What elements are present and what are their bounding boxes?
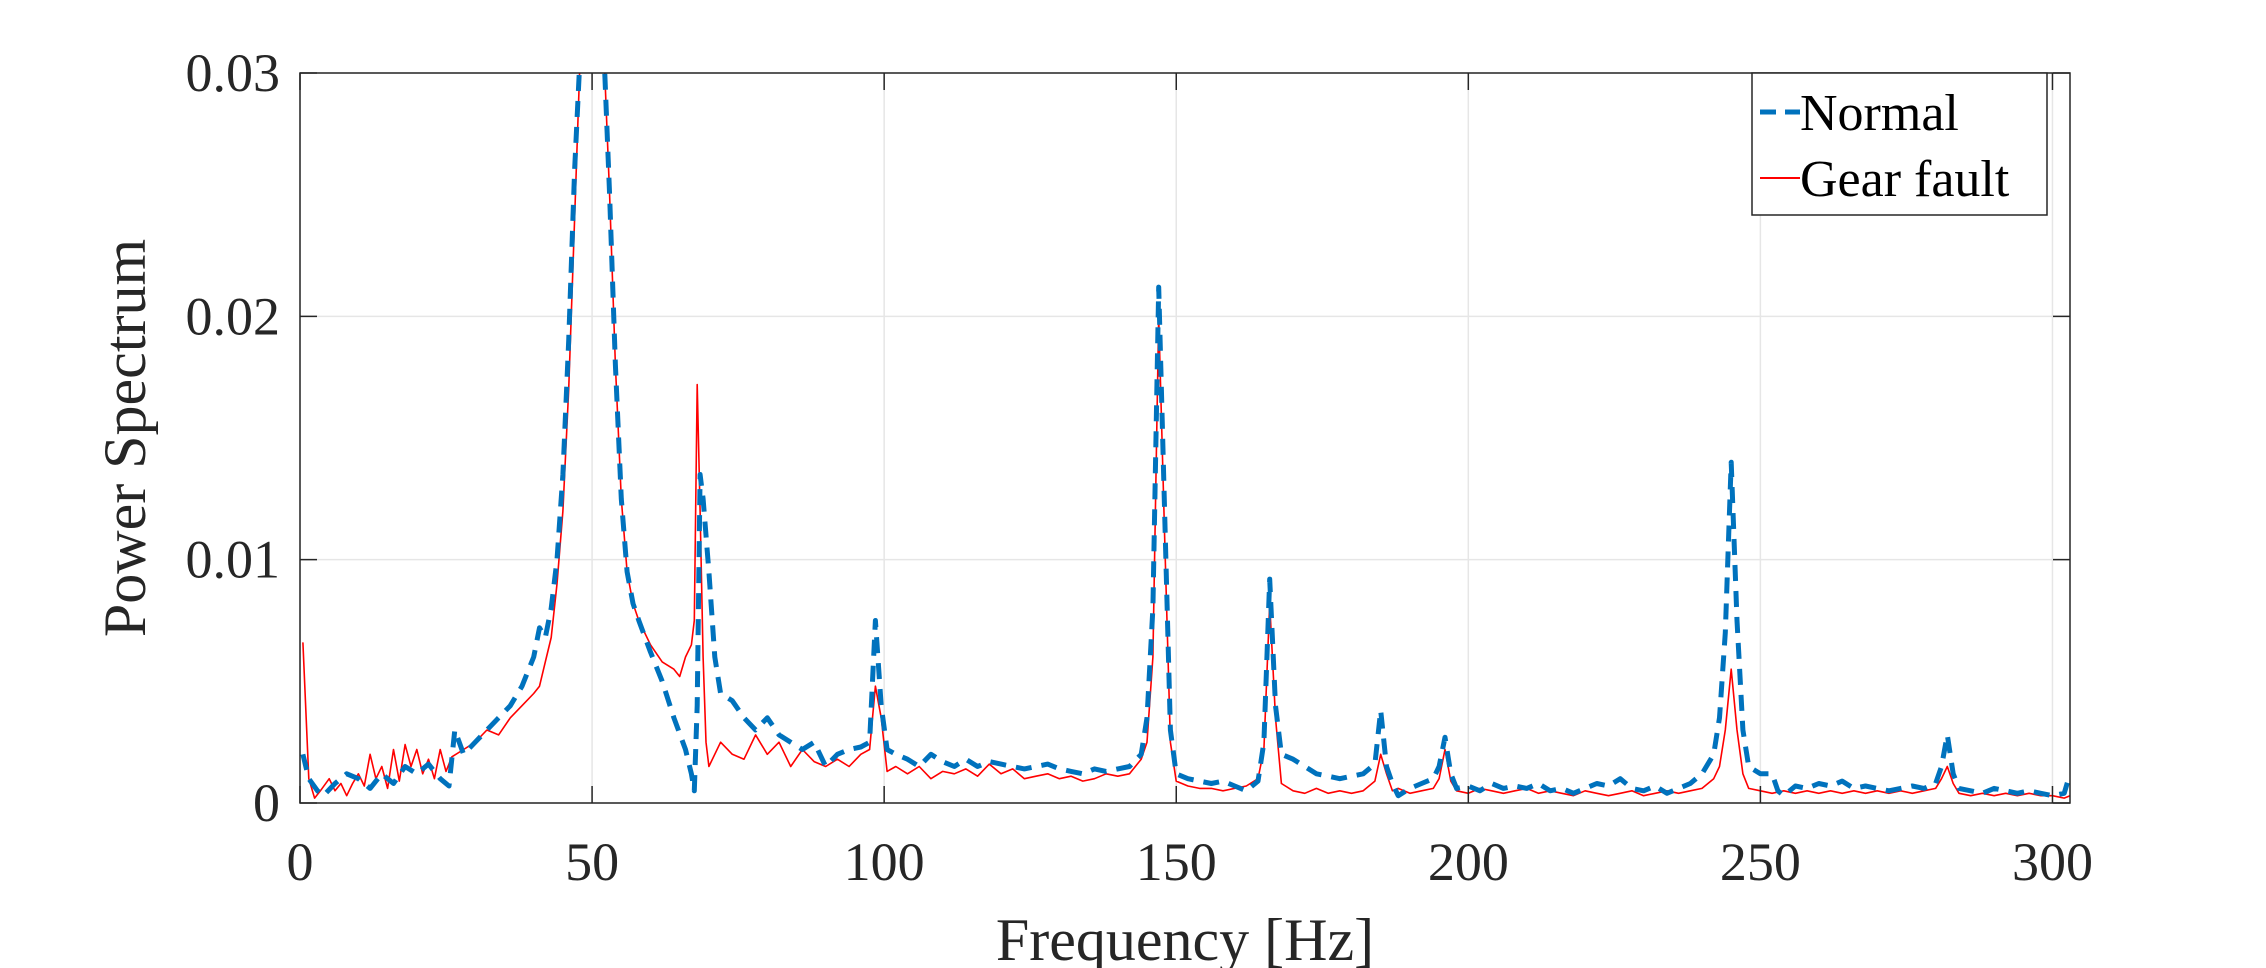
y-axis-title: Power Spectrum (92, 239, 158, 637)
x-tick-label: 50 (565, 832, 619, 892)
x-tick-label: 150 (1136, 832, 1217, 892)
plot-frame (299, 72, 2071, 804)
x-axis-title: Frequency [Hz] (996, 907, 1374, 968)
y-tick-label: 0.03 (186, 43, 281, 103)
legend-label-normal: Normal (1800, 85, 1959, 142)
x-tick-labels: 0 50 100 150 200 250 300 (287, 832, 2093, 892)
series-layer (300, 73, 2070, 799)
x-tick-label: 300 (2012, 832, 2093, 892)
x-tick-label: 200 (1428, 832, 1509, 892)
y-tick-labels: 0 0.01 0.02 0.03 (186, 43, 281, 833)
x-tick-label: 100 (844, 832, 925, 892)
series-line-gear-fault (302, 73, 2070, 799)
legend-label-gear-fault: Gear fault (1800, 151, 2010, 208)
legend-box (1751, 72, 2048, 216)
x-tick-label: 250 (1720, 832, 1801, 892)
x-tick-label: 0 (287, 832, 314, 892)
y-tick-label: 0.02 (186, 286, 281, 346)
y-tick-label: 0 (253, 773, 280, 833)
y-tick-label: 0.01 (186, 530, 281, 590)
legend: Normal Gear fault (1751, 72, 2048, 216)
